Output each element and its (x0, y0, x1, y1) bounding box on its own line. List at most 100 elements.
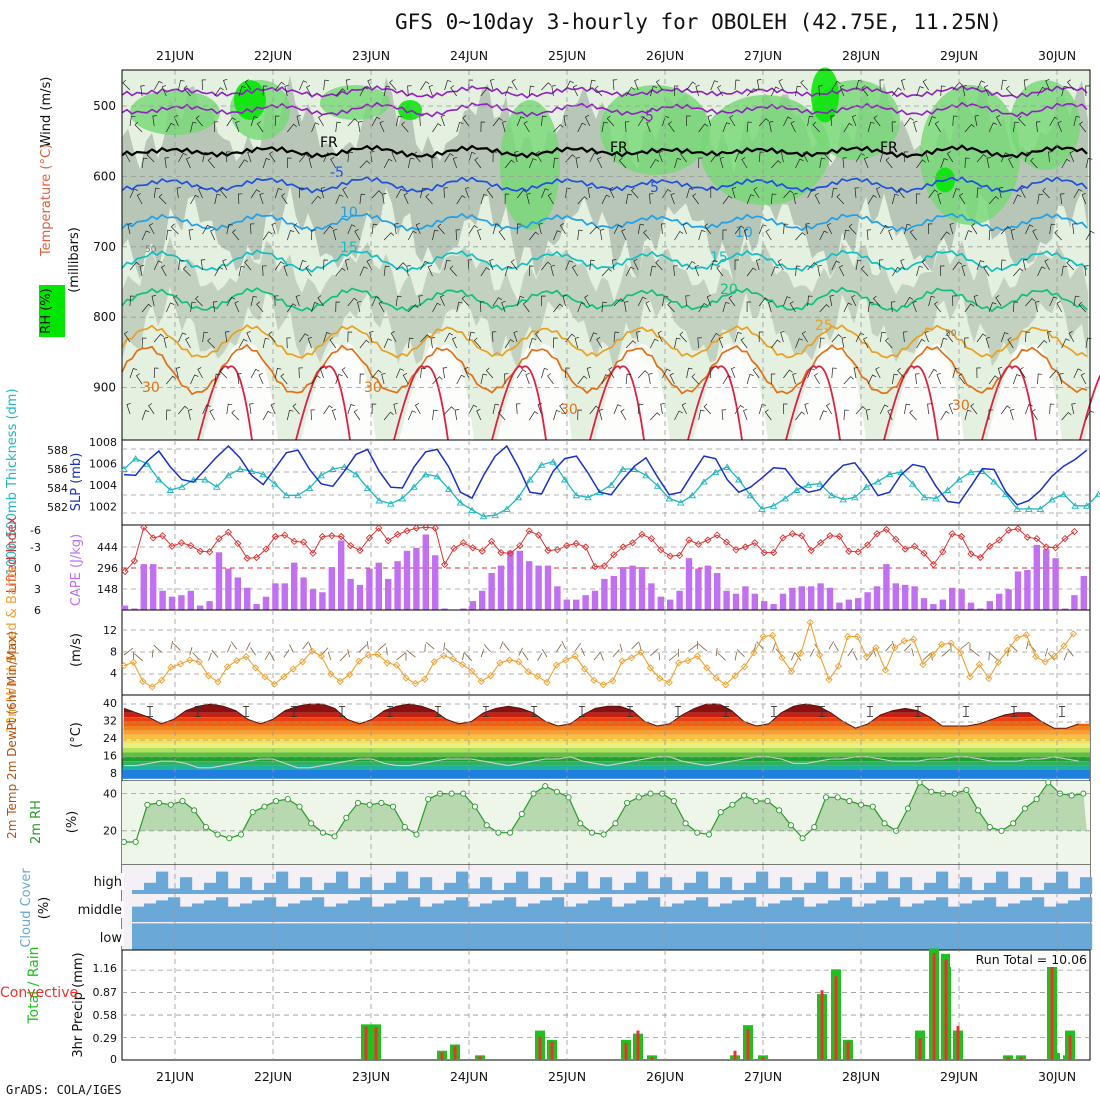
lifted-index-marker (215, 534, 223, 543)
cloud-cell (840, 923, 853, 950)
thickness-marker (410, 483, 418, 490)
cloud-cell (696, 923, 709, 950)
thickness-marker (398, 495, 407, 502)
minmax-marker (483, 705, 489, 717)
lifted-index-marker (572, 539, 580, 548)
lifted-index-marker (318, 532, 327, 541)
wind-barb (1020, 186, 1026, 199)
cloud-cell (204, 923, 217, 950)
precip-conv-bar (636, 1030, 640, 1060)
cloud-level-label: high (94, 875, 122, 890)
rh2m-marker (390, 803, 397, 810)
wind-barb (855, 332, 865, 343)
wind-barb (286, 337, 291, 349)
rh-shade-bright (398, 100, 422, 120)
wind-barb (274, 115, 280, 127)
wind-barb (486, 187, 494, 199)
cloud-cell (228, 923, 241, 950)
cloud-cell (708, 923, 721, 950)
wind10-barb (245, 642, 251, 651)
wind-barb (178, 332, 187, 343)
wind-barb (897, 367, 905, 379)
rh2m-marker (565, 794, 572, 801)
wind-barb (391, 150, 397, 163)
wind-speed-marker (477, 677, 485, 685)
wind-barb (927, 403, 932, 415)
wind-barb (795, 85, 802, 97)
lifted-index-marker (177, 539, 186, 547)
wind-barb (526, 192, 531, 205)
precip-tick: 0.29 (93, 1032, 118, 1045)
cape-bar (479, 590, 486, 610)
wind-barb (332, 228, 338, 241)
wind10-barb (151, 649, 154, 658)
wind-barb (287, 123, 297, 133)
wind-barb (148, 223, 155, 235)
wind-barb (371, 403, 377, 415)
wind-barb (854, 187, 860, 199)
wind-barb (195, 295, 203, 307)
wind-barb (1012, 121, 1019, 133)
wind-barb (655, 79, 663, 91)
temp-band (122, 734, 1090, 740)
wind-barb (722, 195, 733, 205)
wind-barb (613, 404, 622, 415)
wind-barb (274, 188, 283, 199)
thickness-marker (537, 461, 546, 468)
wind-barb (1000, 259, 1006, 271)
wind10-barb (302, 641, 309, 650)
cape-bar (949, 587, 956, 610)
cloud-cell (732, 900, 745, 922)
rh2m-marker (378, 799, 385, 806)
cape-bar (460, 608, 467, 610)
cloud-cell (1020, 877, 1033, 894)
wind-barb (1049, 223, 1056, 235)
wind-barb (586, 366, 592, 379)
isotherm-label: 30 (364, 380, 382, 396)
thickness-marker (445, 485, 453, 492)
wind-barb (625, 193, 632, 205)
wind-barb (473, 337, 482, 349)
cloud-cell (984, 897, 997, 922)
cloud-cell (300, 923, 313, 950)
wind-barb (420, 334, 431, 343)
precip-conv-bar (944, 959, 948, 1060)
cloud-cell (648, 888, 661, 894)
wind10-barb (717, 652, 726, 661)
wind-barb (437, 223, 445, 235)
cloud-level-bg (74, 929, 124, 946)
wind-barb (674, 410, 683, 421)
wind-barb (746, 373, 754, 385)
wind-barb (1025, 151, 1032, 163)
wind-barb (771, 339, 781, 349)
wind-barb (674, 231, 684, 241)
wind10-barb (698, 643, 708, 652)
rh2m-marker (846, 797, 853, 805)
rh2m-marker (553, 788, 560, 795)
wind-barb (262, 337, 270, 349)
cloud-cell (960, 923, 973, 950)
wind-barb (347, 224, 356, 235)
wind-barb (178, 152, 187, 163)
wind-barb (504, 339, 515, 349)
rh2m-marker (120, 838, 128, 846)
cape-bar (554, 586, 561, 610)
wind-barb (468, 404, 478, 415)
cape-bar (262, 596, 270, 610)
cloud-cell (804, 906, 817, 922)
page-title: GFS 0~10day 3-hourly for OBOLEH (42.75E,… (395, 10, 1002, 34)
wind-speed-marker (223, 663, 232, 671)
lifted-index-marker (845, 547, 853, 555)
wind-barb (454, 409, 460, 421)
wind-barb (584, 114, 591, 127)
wind-barb (753, 187, 760, 199)
wind-barb (861, 85, 869, 97)
wind-barb (306, 84, 312, 97)
lifted-index-marker (704, 536, 712, 544)
wind-barb (553, 124, 564, 133)
temp-band (122, 712, 1090, 718)
wind10-barb (853, 652, 858, 661)
thickness-marker (421, 470, 430, 478)
wind-barb (516, 295, 525, 307)
wind-speed-marker (599, 681, 608, 689)
